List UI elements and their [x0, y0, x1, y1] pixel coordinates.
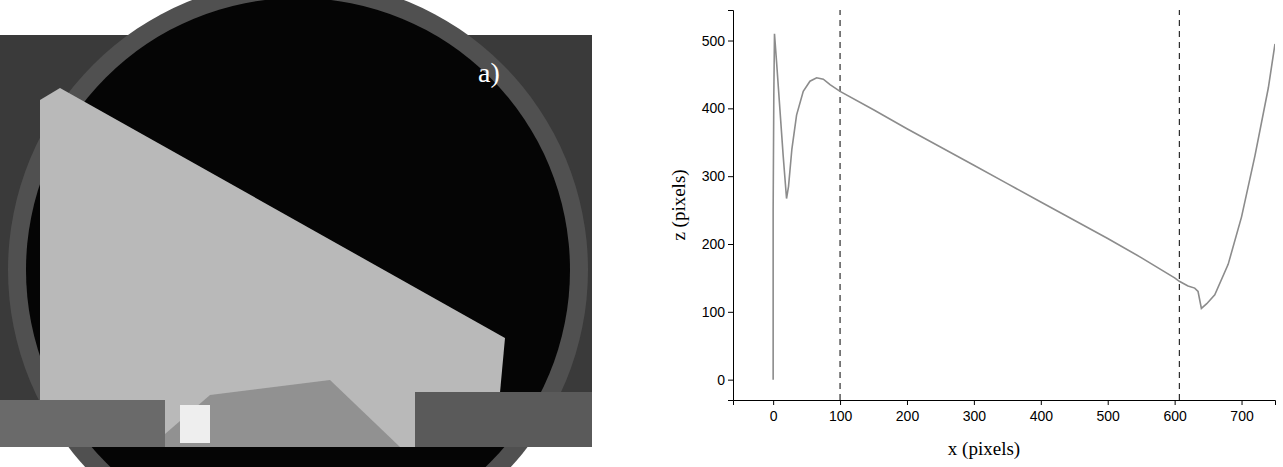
x-tick-label: 300: [963, 408, 987, 424]
y-tick: 200: [702, 236, 733, 252]
y-tick-mark: [728, 244, 733, 245]
x-tick: 0: [770, 400, 778, 424]
y-tick-label: 300: [702, 168, 726, 184]
y-tick: 500: [702, 33, 733, 49]
y-tick-label: 100: [702, 304, 726, 320]
y-tick-mark: [728, 176, 733, 177]
x-tick: 600: [1163, 400, 1187, 424]
y-axis-title: z (pixels): [668, 169, 690, 240]
profile-line: [773, 34, 1275, 380]
x-tick-label: 0: [770, 408, 778, 424]
reference-line: [840, 10, 841, 400]
y-tick-mark: [728, 312, 733, 313]
x-tick-mark: [840, 400, 841, 405]
x-tick-label: 600: [1163, 408, 1187, 424]
x-axis-title: x (pixels): [948, 438, 1020, 460]
y-tick-label: 200: [702, 236, 726, 252]
x-tick: 100: [829, 400, 853, 424]
x-tick-label: 100: [829, 408, 853, 424]
x-tick-label: 400: [1030, 408, 1054, 424]
x-tick: 400: [1030, 400, 1054, 424]
y-tick: 100: [702, 304, 733, 320]
x-tick: 500: [1097, 400, 1121, 424]
photo: a): [0, 0, 592, 467]
x-axis-line: [734, 401, 1276, 406]
clamp-right: [415, 392, 592, 447]
y-axis: 0 100 200 300 400 500: [702, 11, 734, 401]
x-tick-mark: [773, 400, 774, 405]
panel-label: a): [478, 57, 500, 88]
grain-shadow: [150, 380, 400, 447]
y-tick-label: 0: [717, 372, 725, 388]
x-tick-mark: [907, 400, 908, 405]
plot-area: [773, 10, 1275, 400]
y-tick-label: 500: [702, 33, 726, 49]
x-tick-mark: [1175, 400, 1176, 405]
y-tick-mark: [728, 380, 733, 381]
y-tick-label: 400: [702, 100, 726, 116]
canvas: a) 0 100 200 300 400 500 600 700 0 100 200 300 400 500…: [0, 0, 1283, 467]
x-tick-mark: [1108, 400, 1109, 405]
x-tick-mark: [974, 400, 975, 405]
clamp-left: [0, 400, 165, 447]
reference-line: [1179, 10, 1180, 400]
y-tick-mark: [728, 108, 733, 109]
y-tick: 400: [702, 100, 733, 116]
clamp-slot: [180, 405, 210, 443]
y-tick: 0: [717, 372, 733, 388]
x-axis: 0 100 200 300 400 500 600 700: [734, 400, 1276, 424]
x-tick-label: 700: [1230, 408, 1254, 424]
y-tick-mark: [728, 41, 733, 42]
x-tick-mark: [1041, 400, 1042, 405]
x-tick-label: 200: [896, 408, 920, 424]
x-tick-mark: [1242, 400, 1243, 405]
x-tick-label: 500: [1097, 408, 1121, 424]
x-tick: 700: [1230, 400, 1254, 424]
y-axis-line: [728, 11, 734, 401]
y-tick: 300: [702, 168, 733, 184]
x-tick: 200: [896, 400, 920, 424]
x-tick: 300: [963, 400, 987, 424]
